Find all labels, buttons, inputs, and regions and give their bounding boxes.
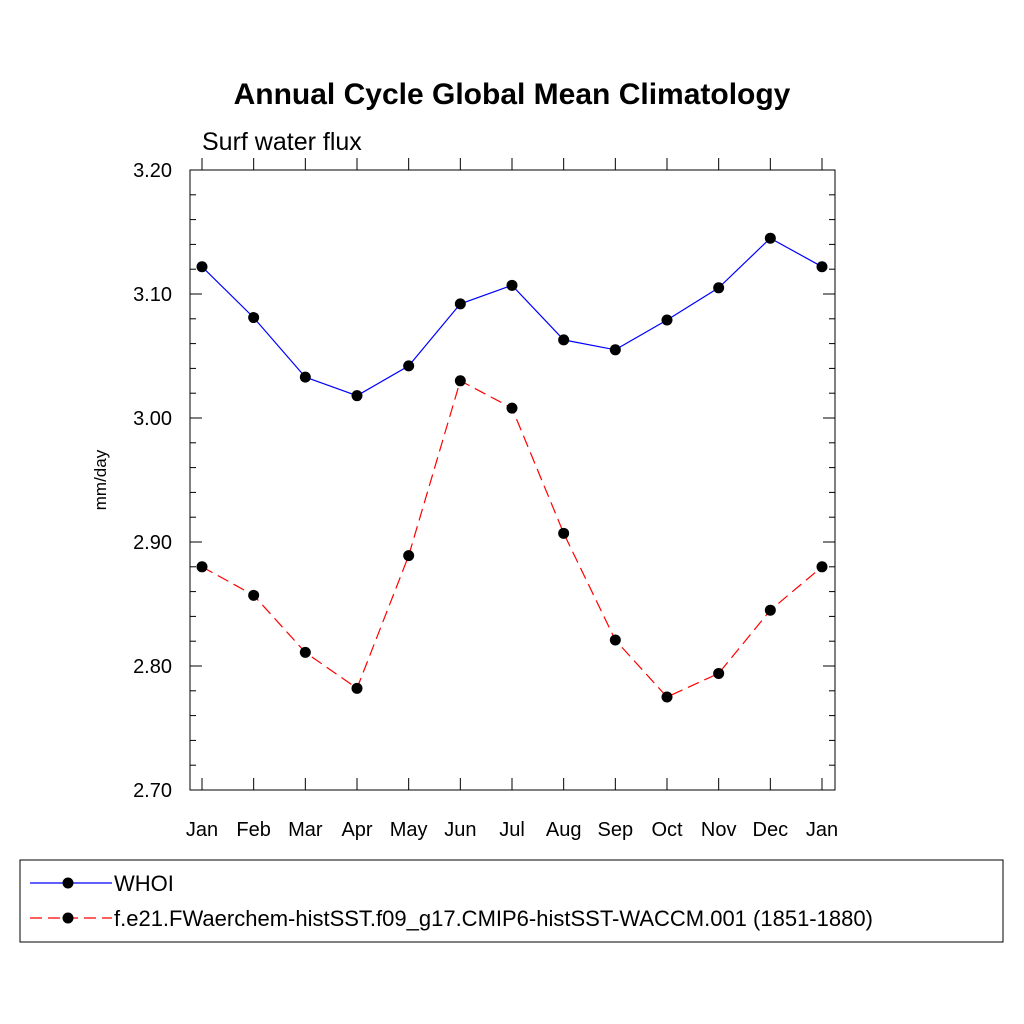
legend-marker [62, 877, 74, 889]
data-point [196, 261, 208, 273]
data-point [558, 527, 570, 539]
data-point [816, 561, 828, 573]
data-point [299, 371, 311, 383]
data-point [609, 344, 621, 356]
data-point [454, 298, 466, 310]
data-point [196, 561, 208, 573]
data-point [248, 589, 260, 601]
plot-series [196, 232, 828, 703]
y-tick-label: 2.70 [133, 780, 172, 802]
y-tick-label: 3.00 [133, 408, 172, 430]
legend-label: f.e21.FWaerchem-histSST.f09_g17.CMIP6-hi… [114, 906, 873, 931]
data-point [764, 232, 776, 244]
series-1 [196, 232, 828, 402]
data-point [351, 390, 363, 402]
legend-marker [62, 912, 74, 924]
legend-item-2: f.e21.FWaerchem-histSST.f09_g17.CMIP6-hi… [30, 906, 873, 931]
y-axis-label: mm/day [91, 449, 110, 510]
x-tick-label: May [390, 819, 428, 841]
data-point [299, 646, 311, 658]
data-point [661, 691, 673, 703]
y-tick-label: 2.80 [133, 656, 172, 678]
x-tick-label: Aug [546, 819, 582, 841]
chart-title: Annual Cycle Global Mean Climatology [234, 78, 791, 111]
data-point [351, 682, 363, 694]
data-point [506, 402, 518, 414]
data-point [764, 604, 776, 616]
data-point [816, 261, 828, 273]
x-tick-label: Jun [444, 819, 476, 841]
x-tick-label: Jul [499, 819, 525, 841]
data-point [403, 360, 415, 372]
data-point [713, 282, 725, 294]
x-tick-label: Feb [236, 819, 270, 841]
y-tick-label: 3.10 [133, 284, 172, 306]
data-point [609, 634, 621, 646]
legend-item-1: WHOI [30, 871, 174, 896]
y-tick-label: 2.90 [133, 532, 172, 554]
data-point [454, 375, 466, 387]
x-tick-label: Oct [651, 819, 683, 841]
data-point [661, 314, 673, 326]
x-tick-label: Nov [701, 819, 737, 841]
legend-box [19, 859, 1004, 943]
x-tick-label: Sep [598, 819, 634, 841]
x-tick-label: Apr [341, 819, 372, 841]
y-tick-label: 3.20 [133, 160, 172, 182]
x-tick-label: Jan [186, 819, 218, 841]
data-point [248, 312, 260, 324]
x-tick-label: Dec [753, 819, 789, 841]
data-point [506, 279, 518, 291]
legend: WHOI f.e21.FWaerchem-histSST.f09_g17.CMIP… [30, 871, 873, 931]
axis-ticks: 2.70 2.80 2.90 3.00 3.10 3.20 Jan Feb Mar Apr May J… [133, 158, 838, 841]
data-point [558, 334, 570, 346]
x-tick-label: Jan [806, 819, 838, 841]
x-tick-label: Mar [288, 819, 323, 841]
data-point [403, 550, 415, 562]
legend-label: WHOI [114, 871, 174, 896]
data-point [713, 667, 725, 679]
series-2 [196, 375, 828, 703]
chart-subtitle: Surf water flux [202, 128, 362, 156]
